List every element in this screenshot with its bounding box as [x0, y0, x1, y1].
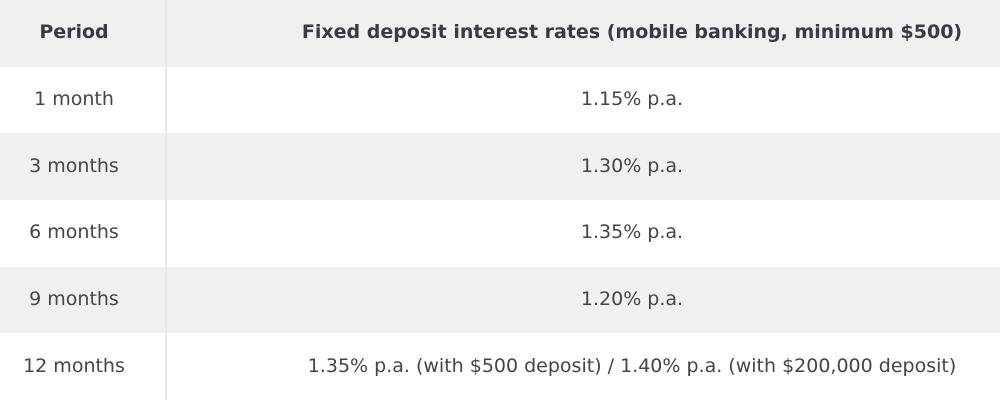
table-row: 3 months 1.30% p.a. — [0, 133, 1000, 201]
period-cell: 3 months — [0, 133, 167, 201]
rate-cell: 1.30% p.a. — [580, 154, 684, 177]
table-header-row: Period Fixed deposit interest rates (mob… — [0, 0, 1000, 67]
table-row: 1 month 1.15% p.a. — [0, 66, 1000, 134]
period-cell: 1 month — [0, 66, 167, 134]
rate-cell: 1.20% p.a. — [580, 288, 684, 311]
table-row: 9 months 1.20% p.a. — [0, 266, 1000, 334]
period-cell: 9 months — [0, 266, 167, 334]
table-row: 6 months 1.35% p.a. — [0, 200, 1000, 267]
table-row: 12 months 1.35% p.a. (with $500 deposit)… — [0, 333, 1000, 400]
header-cell-period: Period — [0, 0, 167, 67]
rate-cell: 1.35% p.a. (with $500 deposit) / 1.40% p… — [307, 354, 957, 377]
header-cell-rates: Fixed deposit interest rates (mobile ban… — [301, 21, 963, 44]
period-cell: 12 months — [0, 333, 167, 400]
period-cell: 6 months — [0, 200, 167, 267]
rate-cell: 1.35% p.a. — [580, 221, 684, 244]
rate-cell: 1.15% p.a. — [580, 88, 684, 111]
